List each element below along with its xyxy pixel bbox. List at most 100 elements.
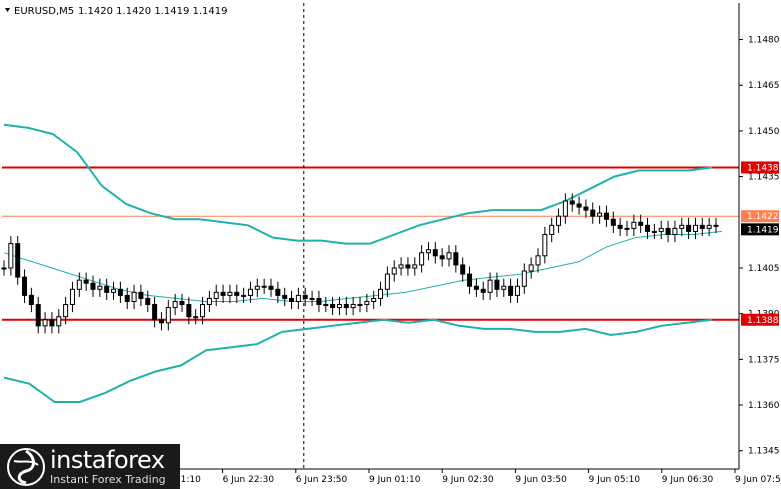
candle-body bbox=[28, 294, 34, 306]
candle-body bbox=[254, 285, 260, 290]
price-labels: 1.1438 1.1422 1.1388 1.1419 bbox=[741, 161, 779, 326]
candle-body bbox=[138, 291, 144, 299]
symbol-label: EURUSD,M5 bbox=[14, 6, 74, 17]
candle-body bbox=[343, 304, 349, 309]
level-lines bbox=[2, 166, 739, 321]
candle-body bbox=[261, 285, 267, 288]
candle-body bbox=[603, 212, 609, 220]
y-tick-label: 1.1435 bbox=[748, 173, 780, 183]
candle-body bbox=[350, 304, 356, 309]
logo-swirl-icon bbox=[7, 447, 45, 486]
level-price-box bbox=[741, 161, 779, 174]
candle-body bbox=[658, 227, 664, 232]
candle-body bbox=[549, 224, 555, 235]
y-tick-label: 1.1375 bbox=[748, 355, 780, 365]
candle-body bbox=[645, 224, 651, 232]
candle-body bbox=[501, 285, 507, 290]
candle-body bbox=[8, 243, 14, 269]
candle-body bbox=[316, 297, 322, 306]
candle-body bbox=[535, 255, 541, 266]
candle-body bbox=[111, 288, 117, 293]
candle-body bbox=[186, 304, 192, 318]
candle-body bbox=[638, 221, 644, 226]
x-tick-label: 6 Jun 22:30 bbox=[223, 475, 275, 485]
candle-body bbox=[42, 319, 48, 327]
x-tick-label: 9 Jun 07:50 bbox=[735, 475, 781, 485]
candle-body bbox=[597, 212, 603, 217]
candle-body bbox=[83, 279, 89, 284]
candle-body bbox=[528, 264, 534, 272]
x-tick-label: 9 Jun 06:30 bbox=[662, 475, 714, 485]
candle-body bbox=[569, 200, 575, 205]
candle-body bbox=[247, 288, 253, 296]
candle-body bbox=[124, 294, 130, 302]
candle-body bbox=[391, 267, 397, 275]
candle-body bbox=[336, 304, 342, 309]
candle-body bbox=[206, 297, 212, 306]
candle-body bbox=[234, 291, 240, 296]
y-axis-ticks: 1.14801.14651.14501.14351.14051.13901.13… bbox=[739, 36, 780, 457]
candle-body bbox=[227, 291, 233, 296]
candle-body bbox=[473, 285, 479, 290]
x-tick-label: 9 Jun 02:30 bbox=[442, 475, 494, 485]
candle-body bbox=[556, 215, 562, 226]
x-tick-label: 9 Jun 05:10 bbox=[589, 475, 641, 485]
candle-body bbox=[384, 273, 390, 290]
middle-band-line bbox=[3, 230, 723, 302]
level-price-box bbox=[741, 313, 779, 326]
candle-body bbox=[562, 200, 568, 217]
candle-body bbox=[220, 291, 226, 296]
instaforex-logo: instaforex Instant Forex Trading bbox=[0, 444, 180, 489]
candles bbox=[1, 193, 719, 334]
y-tick-label: 1.1480 bbox=[748, 36, 780, 46]
candle-body bbox=[56, 316, 62, 327]
candle-body bbox=[576, 203, 582, 208]
candle-body bbox=[193, 316, 199, 319]
candle-body bbox=[145, 297, 151, 306]
candle-body bbox=[63, 304, 69, 318]
candle-body bbox=[487, 279, 493, 293]
candle-body bbox=[172, 300, 178, 309]
logo-tagline: Instant Forex Trading bbox=[50, 473, 166, 486]
level-price-box bbox=[741, 210, 779, 223]
candle-body bbox=[542, 233, 548, 257]
logo-name: instaforex bbox=[50, 446, 165, 474]
candle-body bbox=[378, 288, 384, 299]
lower-band-line bbox=[3, 318, 713, 403]
candle-body bbox=[90, 282, 96, 290]
candle-body bbox=[131, 291, 137, 302]
candle-body bbox=[467, 273, 473, 287]
candle-body bbox=[97, 285, 103, 290]
candle-body bbox=[302, 294, 308, 299]
ohlc-readout: 1.1420 1.1420 1.1419 1.1419 bbox=[78, 6, 228, 17]
candle-body bbox=[480, 288, 486, 293]
candle-body bbox=[323, 304, 329, 307]
candle-body bbox=[364, 300, 370, 306]
candle-body bbox=[686, 224, 692, 232]
candle-body bbox=[35, 304, 41, 327]
candle-body bbox=[179, 300, 185, 306]
candle-body bbox=[713, 224, 719, 227]
candle-body bbox=[617, 224, 623, 229]
x-tick-label: 9 Jun 03:50 bbox=[515, 475, 567, 485]
candle-body bbox=[610, 218, 616, 226]
candle-body bbox=[446, 252, 452, 260]
candle-body bbox=[76, 279, 82, 290]
y-tick-label: 1.1465 bbox=[748, 81, 780, 91]
x-tick-label: 6 Jun 23:50 bbox=[296, 475, 348, 485]
candle-body bbox=[692, 224, 698, 232]
y-tick-label: 1.1360 bbox=[748, 401, 780, 411]
candle-body bbox=[432, 249, 438, 257]
dropdown-arrow-icon[interactable] bbox=[5, 8, 10, 12]
candle-body bbox=[412, 264, 418, 269]
candle-body bbox=[282, 294, 288, 299]
candle-body bbox=[330, 304, 336, 309]
candle-body bbox=[295, 294, 301, 302]
candle-body bbox=[508, 285, 514, 296]
candle-body bbox=[419, 252, 425, 266]
candle-body bbox=[200, 304, 206, 318]
candle-body bbox=[706, 224, 712, 229]
candle-body bbox=[357, 304, 363, 307]
level-price-label: 1.1438 bbox=[747, 163, 779, 173]
